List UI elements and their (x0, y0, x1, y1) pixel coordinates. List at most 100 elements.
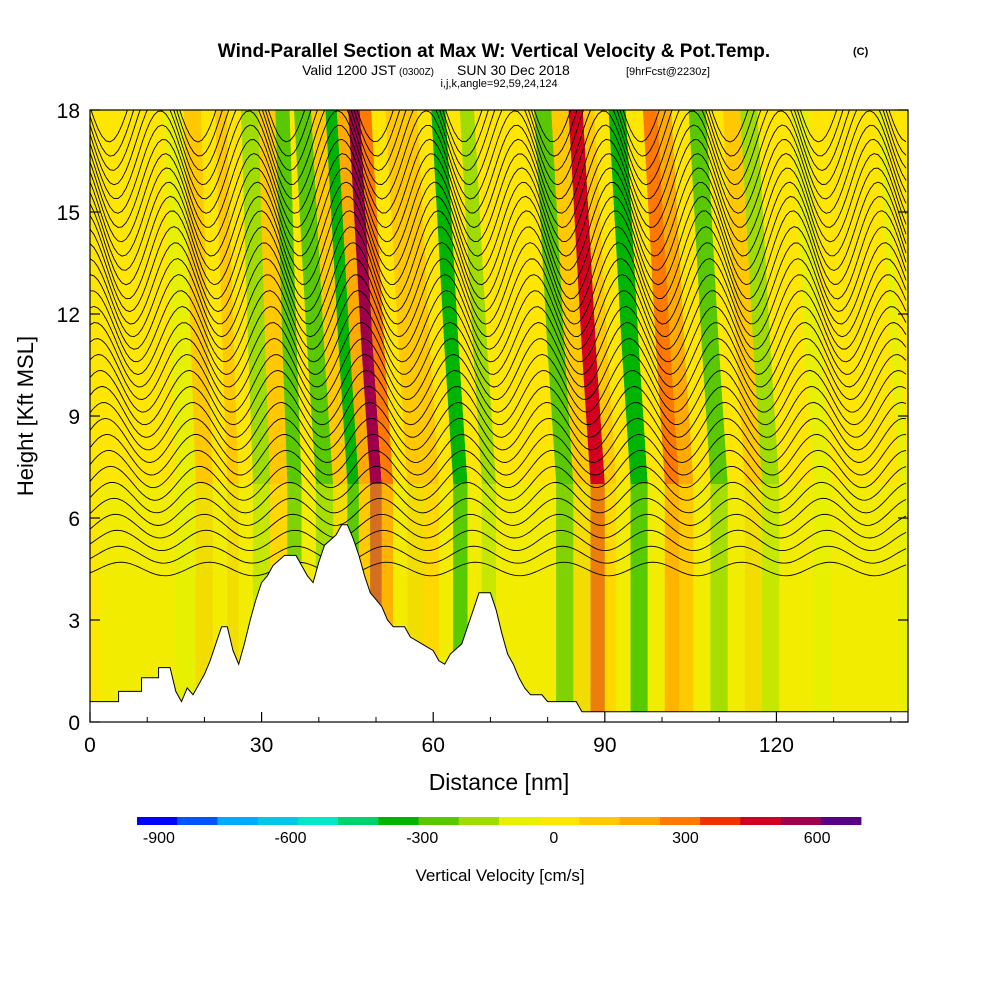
subtitle-zulu: (0300Z) (399, 67, 434, 78)
velocity-column-lower (381, 484, 394, 722)
isentrope-line (90, 529, 907, 552)
x-tick-label: 0 (84, 734, 96, 757)
velocity-column-lower (556, 484, 574, 722)
velocity-column-lower (98, 484, 125, 722)
x-axis: 0 30 60 90 120 (84, 712, 892, 757)
isentrope-line (90, 195, 907, 286)
velocity-column-lower (541, 484, 557, 722)
colorbar-swatch (700, 817, 741, 825)
colorbar-tick-label: -600 (275, 830, 307, 847)
velocity-column-lower (590, 484, 605, 722)
velocity-column-lower (527, 484, 542, 722)
x-tick-label: 120 (759, 734, 794, 757)
isentrope-line (90, 274, 907, 350)
velocity-column-lower (510, 484, 528, 722)
velocity-column-lower (573, 484, 591, 722)
isentrope-line (90, 513, 907, 539)
y-tick-label: 18 (57, 100, 80, 123)
isentrope-line (90, 465, 907, 501)
isentrope-line (90, 167, 907, 257)
velocity-column-lower (693, 484, 711, 722)
x-axis-label: Distance [nm] (429, 769, 570, 795)
grid-info: i,j,k,angle=92,59,24,124 (440, 78, 557, 90)
y-axis: 0 3 6 9 12 15 18 (57, 100, 908, 735)
x-tick-label: 90 (593, 734, 616, 757)
velocity-column-lower (616, 484, 631, 722)
isentrope-line (90, 481, 907, 514)
subtitle-valid: Valid 1200 JST (302, 62, 396, 78)
y-axis-label: Height [Kft MSL] (13, 336, 38, 496)
isentrope-line (90, 226, 907, 313)
velocity-column-lower (762, 484, 780, 722)
y-tick-label: 12 (57, 304, 80, 327)
isentrope-line (90, 417, 907, 464)
plot-area (90, 110, 908, 722)
velocity-column-lower (744, 484, 763, 722)
colorbar-tick-label: 600 (804, 830, 831, 847)
velocity-column-lower (152, 484, 176, 722)
subtitle-forecast: [9hrFcst@2230z] (626, 66, 710, 78)
colorbar-swatch (579, 817, 621, 825)
velocity-column-lower (630, 484, 648, 722)
isentrope-line (90, 181, 907, 271)
y-tick-label: 0 (68, 712, 80, 735)
isentrope-line (90, 449, 907, 489)
velocity-column-lower (727, 484, 745, 722)
colorbar-swatch (257, 817, 299, 825)
velocity-column-lower (604, 484, 617, 722)
isentrope-line (90, 497, 907, 526)
velocity-column-lower (227, 484, 239, 722)
x-tick-label: 60 (422, 734, 445, 757)
isentrope-line (90, 401, 907, 451)
colorbar-tick-label: -900 (143, 830, 175, 847)
colorbar-label: Vertical Velocity [cm/s] (415, 866, 584, 885)
isentrope-line (90, 322, 907, 388)
colorbar-tick-label: 300 (672, 830, 699, 847)
potential-temperature-contours (90, 110, 907, 577)
y-tick-label: 3 (68, 610, 80, 633)
y-tick-label: 15 (57, 202, 80, 225)
y-tick-label: 9 (68, 406, 80, 429)
isentrope-line (90, 545, 907, 564)
velocity-column-lower (175, 484, 196, 722)
isentrope-line (90, 369, 907, 426)
isentrope-line (90, 138, 907, 229)
terrain-mask (90, 524, 908, 722)
isentrope-line (90, 354, 907, 413)
isentrope-line (90, 153, 907, 243)
isentrope-line (90, 110, 907, 186)
velocity-column-lower (865, 484, 883, 722)
isentrope-line (90, 306, 907, 375)
isentrope-line (90, 290, 907, 363)
colorbar-swatch (177, 817, 218, 825)
velocity-column-lower (710, 484, 728, 722)
colorbar-swatch (137, 817, 178, 825)
colorbar-swatch (740, 817, 781, 825)
velocity-column-lower (882, 484, 900, 722)
isentrope-line (90, 561, 907, 577)
subtitle-date: SUN 30 Dec 2018 (457, 62, 570, 78)
colorbar-swatch (378, 817, 419, 825)
colorbar-swatch (619, 817, 661, 825)
colorbar-swatch (499, 817, 540, 825)
isentrope-line (90, 433, 907, 476)
velocity-column-lower (679, 484, 694, 722)
isentrope-line (90, 258, 907, 338)
colorbar-swatch (659, 817, 701, 825)
colorbar-swatch (539, 817, 580, 825)
velocity-column-lower (647, 484, 665, 722)
colorbar-swatch (217, 817, 259, 825)
colorbar-swatch (780, 817, 822, 825)
chart-title: Wind-Parallel Section at Max W: Vertical… (218, 41, 770, 62)
x-tick-label: 30 (250, 734, 273, 757)
colorbar-swatch (297, 817, 339, 825)
isentrope-line (90, 110, 907, 200)
colorbar-swatch (820, 817, 862, 825)
velocity-column-lower (779, 484, 797, 722)
isentrope-line (90, 110, 907, 171)
colorbar-tick-label: -300 (406, 830, 438, 847)
colorbar-swatch (418, 817, 460, 825)
velocity-column-lower (899, 484, 908, 722)
title-block: Wind-Parallel Section at Max W: Vertical… (218, 41, 869, 90)
